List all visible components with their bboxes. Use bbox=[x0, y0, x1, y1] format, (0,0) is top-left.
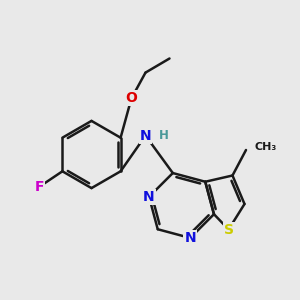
Text: N: N bbox=[140, 129, 151, 142]
Text: H: H bbox=[159, 129, 169, 142]
Text: N: N bbox=[184, 231, 196, 245]
Text: N: N bbox=[143, 190, 155, 204]
Text: CH₃: CH₃ bbox=[254, 142, 277, 152]
Text: F: F bbox=[35, 180, 44, 194]
Text: O: O bbox=[125, 92, 137, 105]
Text: S: S bbox=[224, 223, 234, 236]
